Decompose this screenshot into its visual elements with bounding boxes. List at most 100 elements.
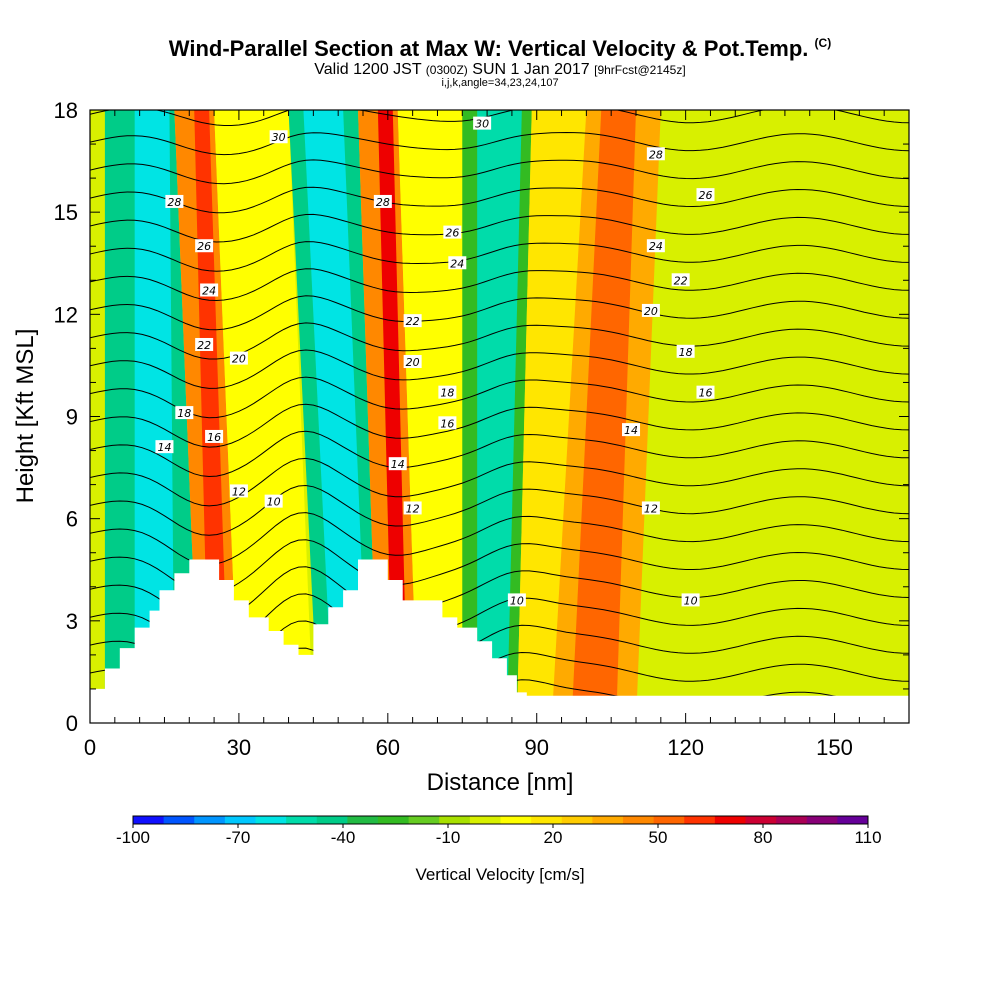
theta-label-bg-4 (195, 337, 214, 351)
theta-label-bg-27 (676, 344, 695, 358)
colorbar-swatch-12 (500, 816, 532, 824)
theta-label-17: 16 (440, 417, 454, 430)
theta-label-30: 12 (644, 502, 658, 515)
theta-contour-28 (90, 159, 909, 185)
x-axis-title: Distance [nm] (427, 769, 574, 796)
theta-label-2: 26 (197, 240, 211, 253)
theta-label-bg-22 (646, 147, 665, 161)
theta-label-5: 20 (232, 353, 246, 366)
x-tick-label: 120 (667, 735, 704, 760)
velocity-band-14 (571, 110, 636, 723)
theta-contour-15 (90, 512, 909, 566)
y-axis: 0 3 6 9 12 15 18 (54, 98, 909, 736)
y-tick-label: 6 (66, 507, 78, 532)
theta-contour-29 (90, 131, 909, 156)
velocity-band-8 (377, 110, 408, 723)
chart-title-text: Wind-Parallel Section at Max W: Vertical… (168, 36, 809, 61)
colorbar-swatch-1 (163, 816, 195, 824)
colorbar-swatch-21 (776, 816, 808, 824)
chart-subtitle-indices: i,j,k,angle=34,23,24,107 (441, 77, 559, 89)
colorbar-tick-label: 50 (649, 828, 668, 847)
theta-contour-16 (90, 484, 909, 536)
y-tick-label: 18 (54, 98, 78, 123)
theta-label-0: 28 (167, 196, 181, 209)
theta-label-11: 28 (376, 196, 390, 209)
theta-contour-labels: 28 30 26 24 22 20 18 16 14 12 10 28 26 24 22 20 18 16 14 12… (155, 116, 715, 607)
theta-contour-22 (90, 322, 909, 360)
colorbar-swatch-10 (439, 816, 471, 824)
theta-label-bg-7 (205, 429, 224, 443)
theta-label-18: 14 (391, 458, 405, 471)
colorbar: -100 -70 -40 -10 20 50 80 110 (116, 815, 882, 847)
terrain (90, 559, 909, 723)
colorbar-swatch-6 (316, 816, 348, 824)
colorbar-tick-label: -10 (436, 828, 461, 847)
theta-label-1: 30 (272, 131, 286, 144)
theta-label-bg-30 (641, 501, 660, 515)
theta-label-bg-12 (443, 225, 462, 239)
colorbar-swatch-18 (684, 816, 716, 824)
theta-contour-30 (90, 110, 909, 126)
theta-label-22: 28 (649, 148, 663, 161)
theta-label-bg-29 (622, 423, 641, 437)
theta-label-bg-26 (641, 303, 660, 317)
theta-contour-20 (90, 376, 909, 419)
theta-label-7: 16 (207, 431, 221, 444)
colorbar-swatch-9 (408, 816, 440, 824)
theta-contour-18 (90, 430, 909, 478)
theta-label-bg-16 (438, 385, 457, 399)
theta-label-14: 22 (406, 315, 420, 328)
theta-label-10: 10 (267, 496, 281, 509)
theta-contour-19 (90, 403, 909, 448)
chart-subtitle: Valid 1200 JST (0300Z) SUN 1 Jan 2017 [9… (0, 61, 1000, 79)
theta-label-bg-1 (269, 130, 288, 144)
colorbar-swatch-16 (623, 816, 655, 824)
x-axis: 0 30 60 90 120 150 (84, 110, 910, 760)
theta-label-bg-17 (438, 416, 457, 430)
theta-label-bg-23 (696, 188, 715, 202)
theta-label-bg-6 (175, 406, 194, 420)
theta-label-bg-25 (671, 273, 690, 287)
chart-title-units: (C) (814, 36, 832, 50)
theta-label-bg-20 (507, 593, 526, 607)
colorbar-swatch-15 (592, 816, 624, 824)
theta-contour-25 (90, 241, 909, 272)
colorbar-swatch-2 (194, 816, 226, 824)
colorbar-swatch-8 (378, 816, 410, 824)
velocity-band-11 (477, 110, 522, 723)
velocity-band-1 (134, 110, 175, 723)
theta-label-6: 18 (177, 407, 191, 420)
theta-label-23: 26 (698, 189, 712, 202)
theta-label-bg-11 (373, 194, 392, 208)
colorbar-swatch-4 (255, 816, 287, 824)
colorbar-swatch-17 (653, 816, 685, 824)
theta-label-bg-14 (403, 314, 422, 328)
theta-label-bg-5 (229, 351, 248, 365)
theta-label-15: 20 (406, 356, 420, 369)
theta-contour-23 (90, 295, 909, 331)
theta-label-bg-8 (155, 440, 174, 454)
theta-label-bg-21 (473, 116, 492, 130)
theta-label-4: 22 (197, 339, 211, 352)
colorbar-swatch-14 (561, 816, 593, 824)
x-tick-label: 150 (816, 735, 853, 760)
theta-label-27: 18 (679, 346, 693, 359)
theta-label-20: 10 (510, 594, 524, 607)
theta-label-3: 24 (202, 284, 216, 297)
theta-label-19: 12 (406, 502, 420, 515)
theta-label-bg-13 (448, 256, 467, 270)
theta-label-29: 14 (624, 424, 638, 437)
colorbar-swatch-13 (531, 816, 563, 824)
theta-contour-26 (90, 213, 909, 243)
colorbar-tick-label: -70 (226, 828, 251, 847)
theta-label-bg-9 (229, 484, 248, 498)
theta-label-bg-2 (195, 239, 214, 253)
y-tick-label: 12 (54, 302, 78, 327)
colorbar-swatch-3 (224, 816, 256, 824)
theta-label-24: 24 (649, 240, 663, 253)
y-axis-title: Height [Kft MSL] (12, 329, 39, 504)
y-tick-label: 3 (66, 609, 78, 634)
colorbar-tick-label: 110 (854, 828, 881, 847)
colorbar-swatch-7 (347, 816, 379, 824)
theta-label-bg-15 (403, 355, 422, 369)
